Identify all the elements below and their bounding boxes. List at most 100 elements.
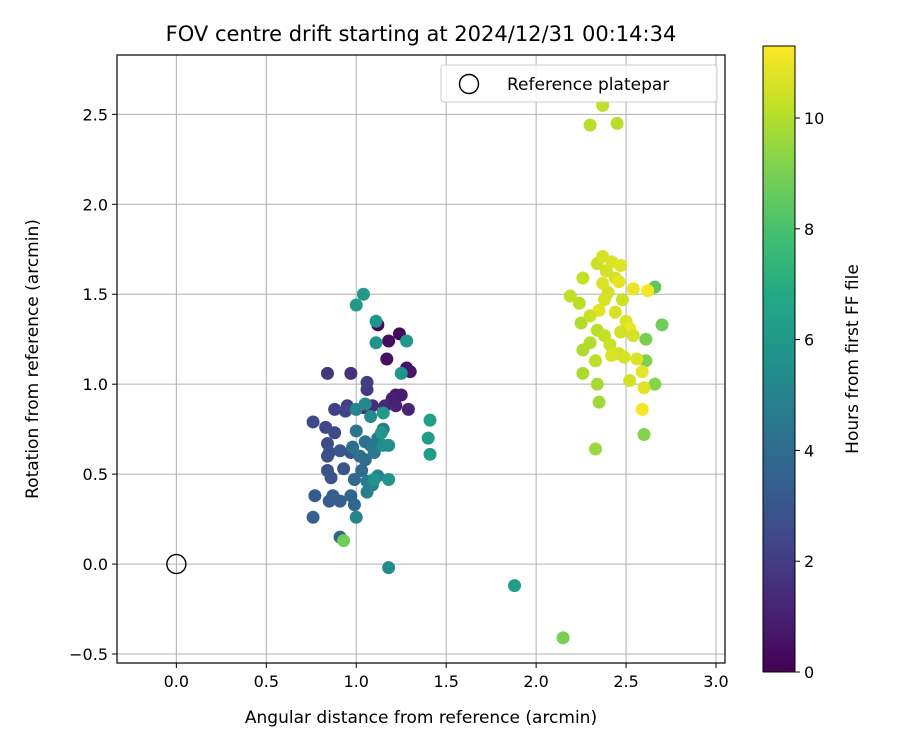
x-axis-label: Angular distance from reference (arcmin): [245, 708, 597, 728]
y-tick-label: 2.5: [83, 105, 108, 124]
data-point: [648, 377, 662, 391]
data-point: [612, 275, 626, 289]
data-point: [364, 410, 378, 424]
data-point: [423, 413, 437, 427]
colorbar: 0 2 4 6 8 10 Hours from first FF file: [762, 45, 863, 682]
data-point: [320, 449, 334, 463]
x-tick-label: 0.0: [164, 672, 189, 691]
data-point: [614, 325, 628, 339]
legend-box: [440, 64, 718, 103]
legend-label: Reference platepar: [507, 75, 669, 95]
data-point: [337, 534, 351, 548]
data-point: [635, 402, 649, 416]
colorbar-tick-label: 4: [804, 441, 814, 460]
colorbar-ticks: 0 2 4 6 8 10: [795, 109, 824, 682]
y-tick-label: 1.0: [83, 375, 108, 394]
data-point: [583, 309, 597, 323]
data-point: [324, 471, 338, 485]
data-point: [603, 338, 617, 352]
data-point: [328, 402, 342, 416]
data-point: [347, 473, 361, 487]
data-point: [367, 473, 381, 487]
data-point: [353, 449, 367, 463]
data-point: [641, 284, 655, 298]
data-point: [308, 489, 322, 503]
y-tick-label: 0.5: [83, 465, 108, 484]
data-point: [367, 446, 381, 460]
data-point: [623, 374, 637, 388]
colorbar-tick-label: 2: [804, 552, 814, 571]
plot-frame: [116, 54, 726, 664]
data-point: [333, 444, 347, 458]
data-point: [583, 336, 597, 350]
data-point: [576, 366, 590, 380]
chart-title: FOV centre drift starting at 2024/12/31 …: [166, 22, 677, 46]
data-point: [333, 494, 347, 508]
data-point: [626, 282, 640, 296]
x-tick-label: 0.5: [254, 672, 279, 691]
data-point: [338, 404, 352, 418]
data-points: [306, 98, 669, 645]
data-point: [655, 318, 669, 332]
data-point: [306, 415, 320, 429]
y-tick-label: 0.0: [83, 555, 108, 574]
data-point: [605, 348, 619, 362]
data-point: [592, 395, 606, 409]
data-point: [374, 426, 388, 440]
x-tick-label: 1.5: [433, 672, 458, 691]
data-point: [508, 579, 522, 593]
data-point: [376, 406, 390, 420]
data-point: [382, 561, 396, 575]
data-point: [599, 264, 613, 278]
x-tick-label: 2.0: [523, 672, 548, 691]
data-point: [382, 473, 396, 487]
data-point: [614, 258, 628, 272]
data-point: [356, 287, 370, 301]
data-point: [597, 293, 611, 307]
x-tick-label: 3.0: [703, 672, 728, 691]
data-point: [337, 462, 351, 476]
data-point: [400, 334, 414, 348]
data-point: [320, 366, 334, 380]
data-point: [588, 442, 602, 456]
data-point: [635, 365, 649, 379]
data-point: [421, 431, 435, 445]
data-point: [322, 494, 336, 508]
data-point: [563, 289, 577, 303]
data-point: [574, 316, 588, 330]
data-point: [349, 424, 363, 438]
data-point: [639, 332, 653, 346]
x-axis-ticks: 0.0 0.5 1.0 1.5 2.0 2.5 3.0: [164, 663, 729, 691]
y-tick-label: 1.5: [83, 285, 108, 304]
x-tick-label: 2.5: [613, 672, 638, 691]
data-point: [637, 381, 651, 395]
data-point: [380, 352, 394, 366]
y-tick-label: −0.5: [69, 645, 108, 664]
colorbar-tick-label: 8: [804, 220, 814, 239]
data-point: [401, 402, 415, 416]
y-tick-label: 2.0: [83, 195, 108, 214]
data-point: [358, 397, 372, 411]
reference-platepar-marker: [166, 553, 187, 575]
data-point: [369, 336, 383, 350]
colorbar-gradient: [762, 45, 796, 673]
legend: Reference platepar: [440, 64, 718, 103]
data-point: [360, 375, 374, 389]
data-point: [630, 352, 644, 366]
data-point: [355, 464, 369, 478]
data-point: [626, 329, 640, 343]
data-point: [572, 296, 586, 310]
data-point: [389, 399, 403, 413]
data-point: [349, 510, 363, 524]
data-point: [328, 426, 342, 440]
data-point: [306, 510, 320, 524]
data-point: [347, 498, 361, 512]
data-point: [394, 366, 408, 380]
data-point: [615, 293, 629, 307]
data-point: [423, 447, 437, 461]
colorbar-label: Hours from first FF file: [843, 264, 863, 454]
data-point: [576, 271, 590, 285]
y-axis-label: Rotation from reference (arcmin): [23, 219, 43, 499]
data-point: [382, 334, 396, 348]
